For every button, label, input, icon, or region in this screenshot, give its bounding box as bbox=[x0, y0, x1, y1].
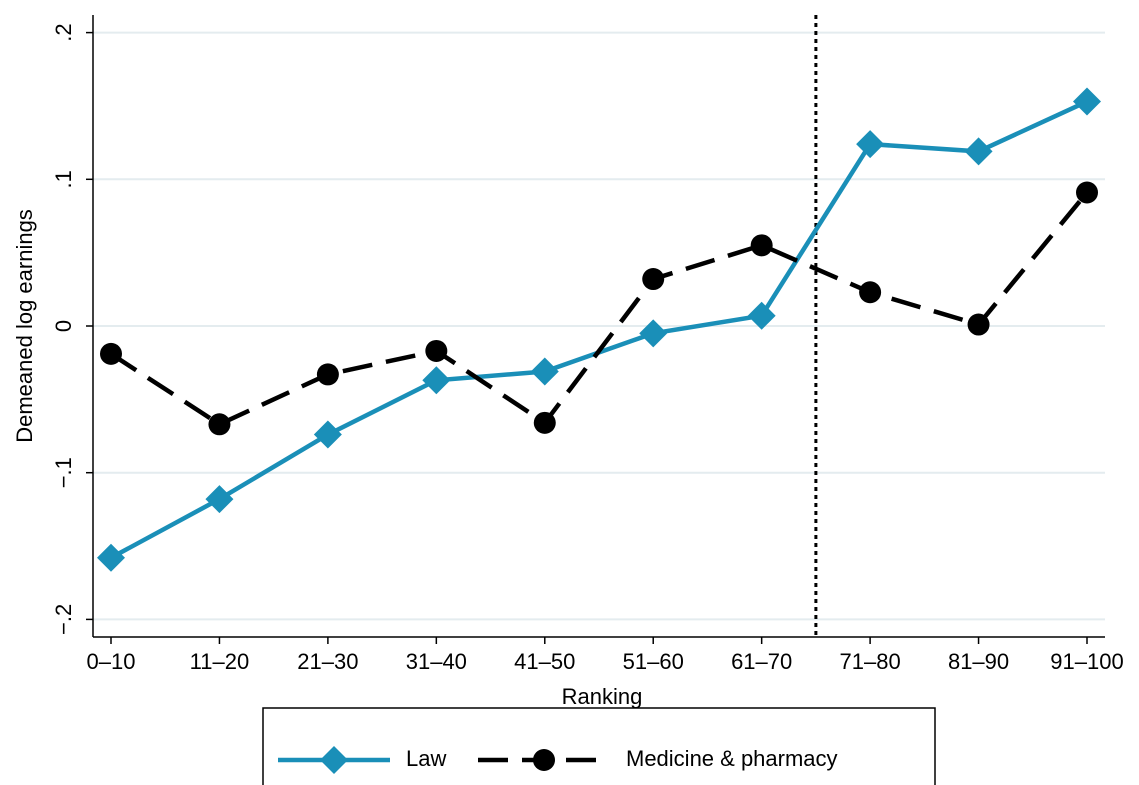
point bbox=[422, 366, 451, 395]
point bbox=[533, 411, 556, 434]
y-tick-label: −.1 bbox=[51, 457, 76, 488]
x-tick-label: 71–80 bbox=[840, 649, 901, 674]
point bbox=[530, 357, 559, 386]
x-tick-label: 61–70 bbox=[731, 649, 792, 674]
point bbox=[316, 363, 339, 386]
y-axis-label: Demeaned log earnings bbox=[12, 209, 37, 443]
point bbox=[642, 268, 665, 291]
y-tick-label: .1 bbox=[51, 170, 76, 188]
legend-box bbox=[262, 707, 936, 785]
legend-label: Medicine & pharmacy bbox=[626, 746, 838, 771]
point bbox=[1073, 87, 1101, 116]
point bbox=[859, 281, 882, 304]
x-tick-label: 51–60 bbox=[623, 649, 684, 674]
legend-item: Law bbox=[278, 746, 446, 774]
point bbox=[205, 485, 234, 514]
legend-label: Law bbox=[406, 746, 446, 771]
point bbox=[425, 339, 448, 362]
series-line bbox=[109, 191, 1089, 427]
point bbox=[967, 313, 990, 336]
point bbox=[1076, 181, 1098, 204]
x-tick-label: 81–90 bbox=[948, 649, 1009, 674]
point bbox=[964, 137, 993, 166]
y-tick-label: −.2 bbox=[51, 604, 76, 635]
x-tick-label: 21–30 bbox=[297, 649, 358, 674]
x-tick-label: 91–100 bbox=[1050, 649, 1123, 674]
legend-marker bbox=[533, 749, 555, 771]
x-axis-label: Ranking bbox=[562, 684, 643, 709]
point bbox=[208, 413, 231, 436]
point bbox=[750, 234, 773, 257]
grid bbox=[93, 31, 1105, 621]
point bbox=[747, 301, 776, 330]
legend-marker bbox=[320, 746, 348, 774]
x-tick-label: 41–50 bbox=[514, 649, 575, 674]
legend-item: Medicine & pharmacy bbox=[478, 746, 838, 771]
series-line bbox=[109, 99, 1088, 560]
point bbox=[97, 543, 125, 572]
y-tick-label: .2 bbox=[51, 23, 76, 41]
point bbox=[313, 420, 342, 449]
x-tick-label: 11–20 bbox=[190, 649, 250, 674]
point bbox=[100, 342, 122, 365]
y-tick-label: 0 bbox=[51, 320, 76, 332]
x-tick-label: 0–10 bbox=[87, 649, 136, 674]
point bbox=[639, 319, 668, 348]
x-tick-label: 31–40 bbox=[406, 649, 467, 674]
point bbox=[856, 130, 885, 159]
